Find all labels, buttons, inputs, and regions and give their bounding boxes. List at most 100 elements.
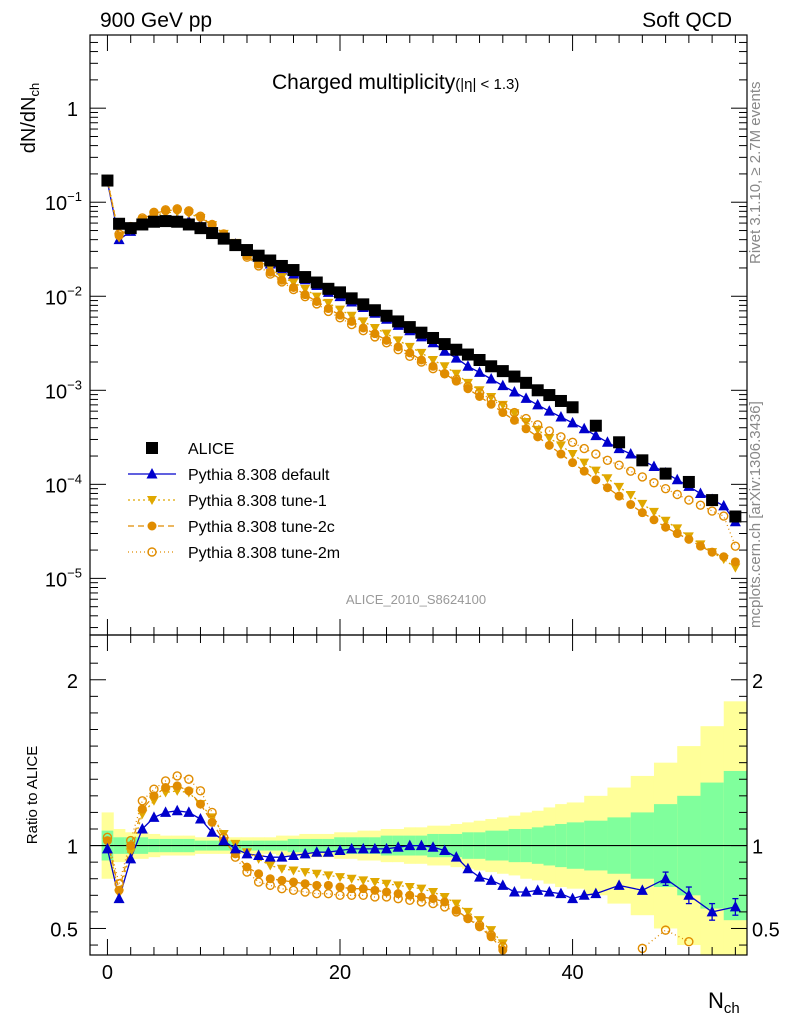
ratio-point-tune2m — [207, 807, 217, 818]
point-tune2c — [521, 424, 531, 434]
point-data — [461, 348, 474, 361]
plot-title-cut: (|η| < 1.3) — [455, 76, 519, 93]
point-default — [718, 499, 730, 511]
ratio-point-default — [206, 826, 218, 837]
ratio-point-tune2m — [125, 835, 136, 846]
point-tune2c — [637, 508, 647, 518]
point-tune1 — [567, 450, 578, 460]
point-tune2c — [661, 522, 671, 532]
ratio-point-tune1 — [218, 829, 229, 839]
ratio-markers-tune2m — [102, 771, 694, 954]
ratio-point-tune1 — [346, 874, 357, 884]
ratio-point-tune2m — [253, 877, 264, 887]
ratio-point-tune2c — [114, 885, 124, 895]
point-tune2c — [579, 466, 589, 476]
point-data — [229, 239, 242, 252]
point-default — [450, 352, 462, 363]
ratio-point-tune2m — [242, 867, 252, 877]
legend-entry-tune1: Pythia 8.308 tune-1 — [128, 493, 327, 510]
ratio-y-axis-label: Ratio to ALICE — [24, 746, 41, 844]
ratio-point-default — [171, 804, 183, 816]
ratio-series-tune1 — [106, 790, 504, 944]
point-data — [171, 215, 184, 228]
legend-marker — [147, 496, 157, 505]
point-tune2m — [416, 357, 427, 367]
point-default — [508, 385, 520, 397]
ratio-point-tune2m — [416, 897, 427, 907]
point-data — [264, 254, 277, 267]
point-tune2m — [707, 506, 717, 516]
point-tune2c — [649, 515, 659, 525]
point-tune2m — [393, 345, 403, 355]
point-tune2m — [509, 407, 520, 418]
ratio-markers-default — [101, 804, 741, 917]
ratio-point-tune2m — [265, 880, 275, 891]
x-axis-label-sub: ch — [724, 1000, 740, 1017]
point-data — [299, 271, 312, 284]
top-plot-area — [101, 174, 742, 573]
point-default — [555, 411, 567, 422]
point-tune2m — [591, 449, 601, 459]
ratio-point-default — [450, 851, 462, 862]
point-data — [531, 384, 544, 397]
point-tune1 — [300, 284, 311, 294]
point-default — [474, 366, 486, 377]
point-tune2c — [556, 449, 566, 459]
point-tune2m — [474, 388, 485, 398]
ratio-point-tune1 — [369, 878, 380, 888]
point-data — [659, 467, 672, 480]
ratio-y-tick-label-left: 2 — [67, 671, 78, 693]
ratio-point-tune2c — [288, 877, 298, 887]
ratio-point-default — [590, 887, 602, 899]
point-tune2m — [498, 401, 508, 411]
ratio-point-default — [729, 900, 741, 912]
ratio-point-default — [276, 851, 288, 862]
point-tune2m — [370, 332, 380, 342]
ratio-point-tune2m — [114, 879, 124, 889]
ratio-point-default — [543, 885, 555, 897]
ratio-point-default — [264, 851, 276, 862]
point-tune1 — [590, 466, 601, 476]
ratio-point-tune1 — [300, 868, 311, 878]
ratio-point-tune2m — [288, 885, 299, 896]
point-default — [532, 398, 544, 410]
point-default — [462, 360, 474, 371]
point-data — [415, 326, 428, 339]
point-default — [601, 436, 613, 447]
point-tune2c — [533, 432, 543, 442]
point-tune2m — [300, 291, 310, 302]
point-data — [275, 259, 288, 272]
top-y-axis-label-main: dN/dN — [18, 97, 40, 154]
ratio-point-default — [311, 846, 323, 857]
ratio-point-tune1 — [358, 876, 369, 886]
ratio-point-tune2m — [149, 784, 159, 794]
point-tune1 — [544, 434, 555, 444]
point-data — [392, 315, 405, 328]
y-tick-label-base: 10 — [45, 475, 67, 497]
ratio-point-tune2c — [149, 791, 159, 801]
ratio-point-tune2m — [346, 890, 357, 901]
ratio-point-default — [357, 842, 369, 854]
ratio-point-default — [520, 885, 532, 897]
point-tune2c — [568, 458, 578, 468]
point-tune2c — [498, 408, 508, 418]
point-tune2m — [532, 420, 543, 430]
ratio-point-default — [287, 849, 299, 861]
point-tune2m — [637, 472, 648, 482]
y-tick-label-exponent: −2 — [67, 283, 82, 298]
point-tune2m — [521, 413, 531, 424]
ratio-point-default — [241, 847, 253, 859]
point-tune2c — [254, 259, 264, 269]
plot-title: Charged multiplicity(|η| < 1.3) — [272, 71, 519, 94]
point-tune2c — [707, 547, 717, 557]
point-tune2c — [719, 552, 729, 562]
ratio-point-tune1 — [404, 883, 415, 893]
ratio-point-default — [474, 871, 486, 882]
point-tune2m — [381, 338, 392, 348]
ratio-point-default — [404, 839, 416, 851]
ratio-point-default — [381, 842, 393, 854]
ratio-point-default — [392, 841, 404, 852]
point-data — [496, 365, 509, 378]
point-tune2c — [416, 355, 426, 365]
main-plot-panel: 110−110−210−310−410−5 — [45, 34, 748, 636]
